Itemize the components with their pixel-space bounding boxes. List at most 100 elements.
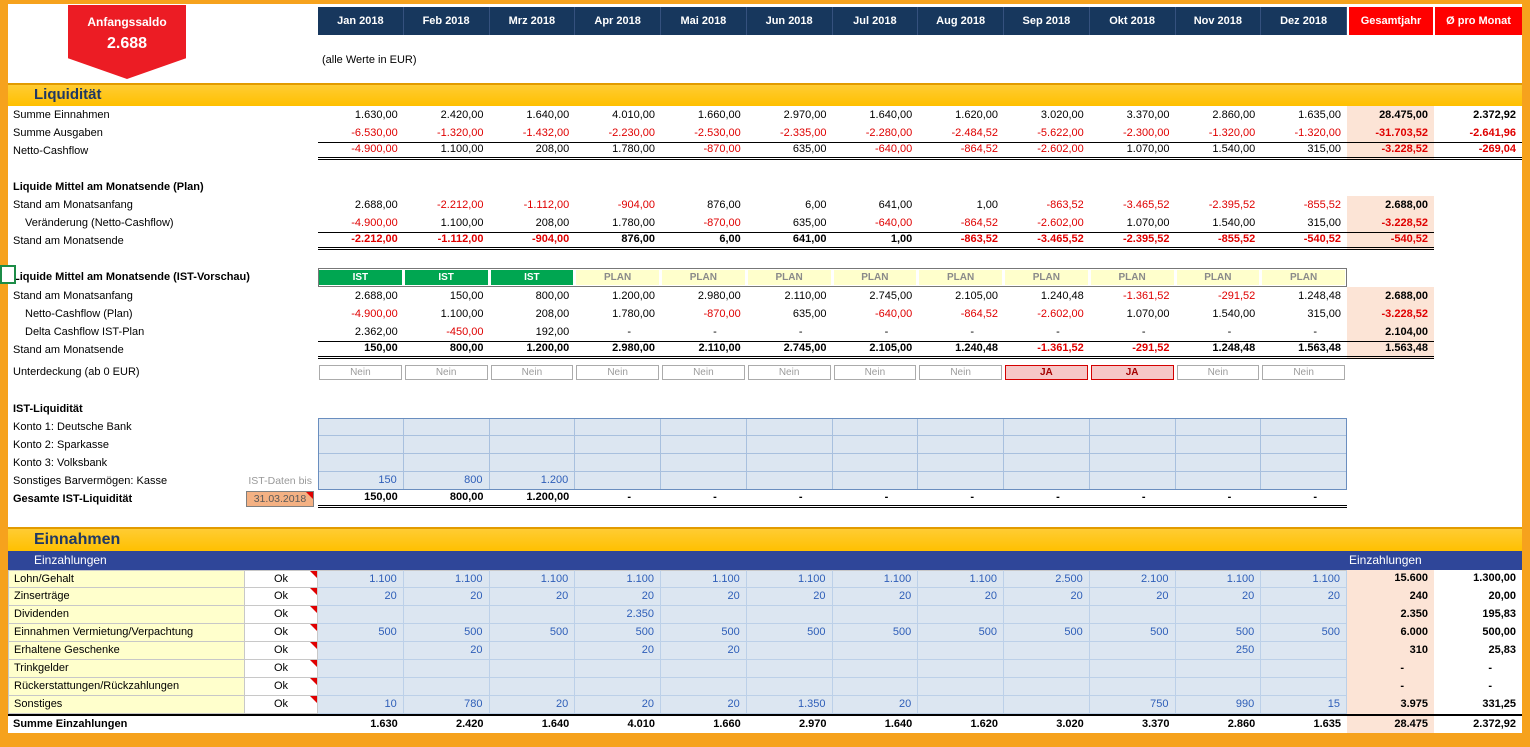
amount-cell[interactable] [403,678,490,696]
amount-cell[interactable]: 1.100 [575,570,661,588]
ok-status-cell[interactable]: Ok [245,660,318,678]
amount-cell[interactable]: 1.100 [1175,570,1262,588]
amount-cell[interactable]: 10 [318,696,404,714]
konto-cell[interactable] [318,454,404,472]
month-tab[interactable]: Mai 2018 [661,7,747,35]
konto-cell[interactable] [575,454,661,472]
amount-cell[interactable] [661,678,747,696]
amount-cell[interactable]: 500 [575,624,661,642]
amount-cell[interactable] [918,606,1004,624]
amount-cell[interactable] [1089,660,1176,678]
amount-cell[interactable]: 500 [318,624,404,642]
amount-cell[interactable]: 20 [661,696,747,714]
amount-cell[interactable] [489,660,576,678]
amount-cell[interactable] [1004,696,1090,714]
amount-cell[interactable]: 500 [1004,624,1090,642]
amount-cell[interactable] [918,696,1004,714]
amount-cell[interactable]: 20 [661,588,747,606]
amount-cell[interactable]: 20 [489,696,576,714]
amount-cell[interactable] [1089,642,1176,660]
amount-cell[interactable] [1175,606,1262,624]
amount-cell[interactable] [575,660,661,678]
amount-cell[interactable]: 1.100 [918,570,1004,588]
konto-cell[interactable] [832,418,919,436]
amount-cell[interactable]: 780 [403,696,490,714]
konto-cell[interactable] [489,418,576,436]
amount-cell[interactable]: 20 [918,588,1004,606]
amount-cell[interactable]: 2.100 [1089,570,1176,588]
amount-cell[interactable]: 500 [661,624,747,642]
amount-cell[interactable]: 20 [1089,588,1176,606]
ok-status-cell[interactable]: Ok [245,696,318,714]
konto-cell[interactable]: 150 [318,472,404,490]
konto-cell[interactable] [832,454,919,472]
konto-cell[interactable] [1175,454,1262,472]
amount-cell[interactable]: 20 [318,588,404,606]
amount-cell[interactable] [489,642,576,660]
konto-cell[interactable] [746,436,833,454]
konto-cell[interactable] [575,436,661,454]
amount-cell[interactable]: 1.100 [661,570,747,588]
ok-status-cell[interactable]: Ok [245,588,318,606]
konto-cell[interactable] [1261,454,1347,472]
ok-status-cell[interactable]: Ok [245,570,318,588]
amount-cell[interactable] [1175,660,1262,678]
konto-cell[interactable] [661,454,747,472]
konto-cell[interactable] [661,472,747,490]
amount-cell[interactable]: 500 [832,624,919,642]
amount-cell[interactable]: 20 [489,588,576,606]
amount-cell[interactable]: 20 [575,588,661,606]
amount-cell[interactable]: 750 [1089,696,1176,714]
konto-cell[interactable] [1261,436,1347,454]
amount-cell[interactable] [1004,642,1090,660]
konto-cell[interactable]: 1.200 [489,472,576,490]
month-tab[interactable]: Jan 2018 [318,7,404,35]
month-tab[interactable]: Nov 2018 [1176,7,1262,35]
amount-cell[interactable]: 20 [1004,588,1090,606]
amount-cell[interactable]: 20 [746,588,833,606]
amount-cell[interactable]: 500 [1261,624,1347,642]
ok-status-cell[interactable]: Ok [245,606,318,624]
amount-cell[interactable] [1175,678,1262,696]
amount-cell[interactable]: 500 [1175,624,1262,642]
amount-cell[interactable] [832,642,919,660]
amount-cell[interactable]: 500 [1089,624,1176,642]
amount-cell[interactable]: 2.500 [1004,570,1090,588]
konto-cell[interactable] [403,436,490,454]
amount-cell[interactable]: 20 [403,588,490,606]
amount-cell[interactable]: 20 [832,588,919,606]
konto-cell[interactable] [575,418,661,436]
konto-cell[interactable] [746,472,833,490]
month-tab[interactable]: Apr 2018 [575,7,661,35]
amount-cell[interactable] [661,660,747,678]
amount-cell[interactable]: 1.100 [318,570,404,588]
amount-cell[interactable]: 1.100 [832,570,919,588]
amount-cell[interactable]: 990 [1175,696,1262,714]
amount-cell[interactable]: 1.100 [489,570,576,588]
ist-date-cell[interactable]: 31.03.2018 [246,491,314,507]
konto-cell[interactable] [918,472,1004,490]
amount-cell[interactable] [489,678,576,696]
amount-cell[interactable]: 20 [832,696,919,714]
amount-cell[interactable]: 500 [746,624,833,642]
konto-cell[interactable] [832,436,919,454]
konto-cell[interactable] [318,418,404,436]
konto-cell[interactable] [575,472,661,490]
amount-cell[interactable]: 500 [489,624,576,642]
amount-cell[interactable] [403,660,490,678]
amount-cell[interactable] [318,660,404,678]
amount-cell[interactable]: 1.100 [746,570,833,588]
amount-cell[interactable] [918,642,1004,660]
konto-cell[interactable] [918,454,1004,472]
amount-cell[interactable] [1261,678,1347,696]
konto-cell[interactable] [1089,418,1176,436]
konto-cell[interactable] [1089,472,1176,490]
konto-cell[interactable] [1004,472,1090,490]
konto-cell[interactable] [918,418,1004,436]
month-tab[interactable]: Mrz 2018 [490,7,576,35]
amount-cell[interactable]: 20 [575,696,661,714]
konto-cell[interactable] [1175,418,1262,436]
konto-cell[interactable] [832,472,919,490]
konto-cell[interactable] [1089,436,1176,454]
month-tab[interactable]: Dez 2018 [1261,7,1347,35]
